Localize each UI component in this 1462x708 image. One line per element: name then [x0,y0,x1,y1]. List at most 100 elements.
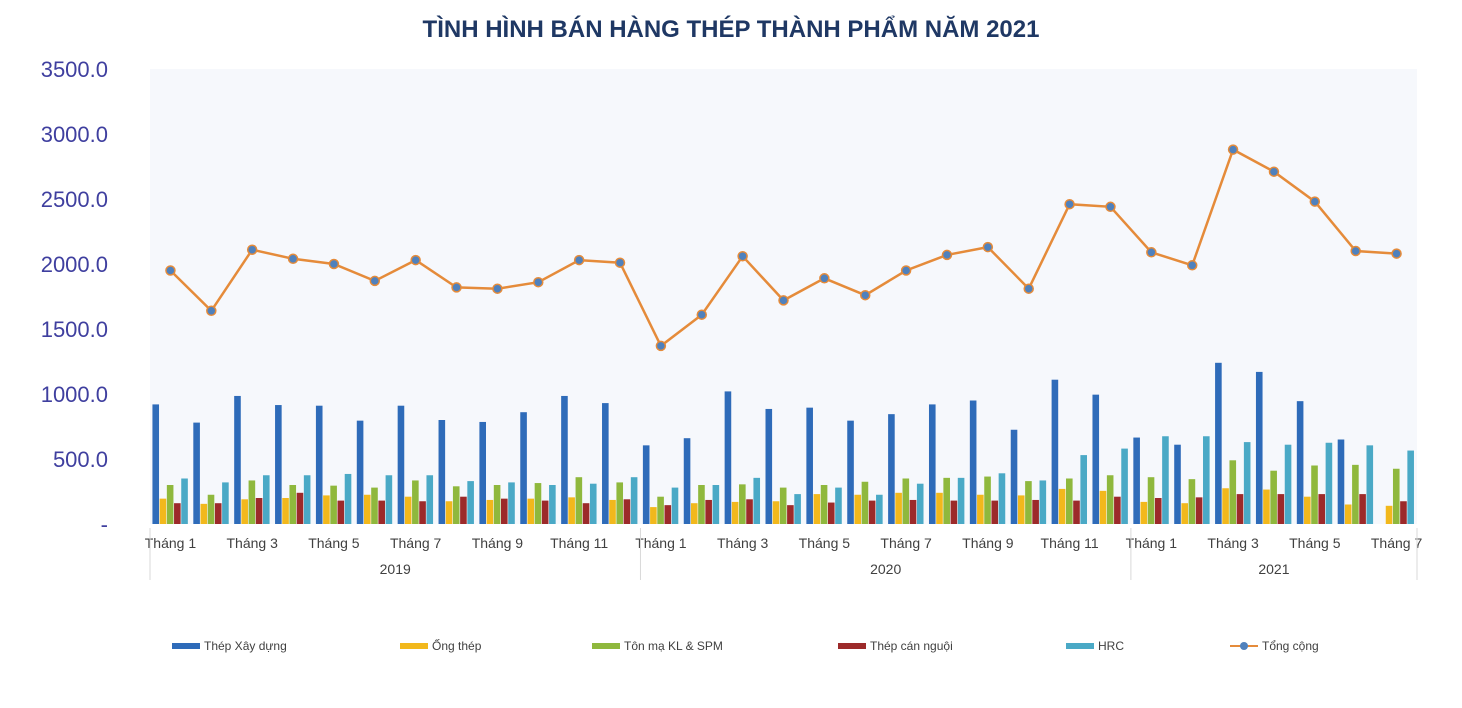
total-point [655,340,667,352]
total-point [206,305,217,317]
bar-3 [1229,460,1237,524]
legend-marker [1240,642,1248,650]
chart-title: TÌNH HÌNH BÁN HÀNG THÉP THÀNH PHẨM NĂM 2… [422,16,1040,43]
bar-2 [813,494,821,524]
legend-label: Thép cán nguội [870,639,953,653]
group-label: 2021 [1258,561,1289,577]
bar-4 [582,503,590,524]
bar-3 [779,487,787,524]
total-point [1146,247,1157,258]
x-tick-label: Tháng 7 [880,535,932,551]
bar-2 [486,499,494,524]
bar-5 [876,494,883,524]
bar-3 [820,485,828,524]
bar-5 [262,475,270,524]
bar-2 [772,501,780,524]
bar-2 [1222,488,1229,524]
bar-1 [234,395,241,524]
bar-1 [806,407,813,524]
bar-1 [642,445,650,524]
bar-3 [984,476,991,524]
bar-4 [214,503,222,524]
bar-5 [589,483,597,524]
y-tick-label: 1500.0 [41,317,108,342]
legend-swatch [1066,643,1094,649]
bar-1 [683,438,691,524]
y-tick-label: 2500.0 [41,187,108,212]
bar-3 [902,478,910,524]
bar-1 [1255,371,1263,524]
total-point [696,309,708,320]
bar-3 [861,481,869,524]
bar-1 [152,404,160,524]
total-point [1064,198,1075,210]
x-tick-label: Tháng 9 [962,535,1014,551]
bar-4 [460,496,467,524]
bar-2 [1304,496,1311,524]
total-point [165,265,176,276]
bar-1 [724,391,732,524]
x-tick-label: Tháng 5 [799,535,851,551]
bar-1 [1174,444,1181,524]
bar-3 [1147,477,1155,524]
bar-3 [1270,470,1277,524]
bar-3 [1066,478,1073,524]
bar-1 [1215,362,1222,524]
bar-1 [479,421,486,524]
bar-2 [1344,504,1352,524]
legend-label: Ống thép [432,639,482,653]
bar-3 [248,480,256,524]
bar-1 [315,405,323,524]
bar-4 [827,502,835,524]
bar-4 [1400,501,1407,524]
legend-swatch [1230,642,1258,650]
bar-4 [1318,494,1326,524]
total-point [1227,144,1239,155]
bar-1 [888,414,895,524]
bar-4 [419,501,426,524]
bar-5 [426,475,434,524]
bar-1 [1051,379,1059,524]
bar-1 [847,420,854,524]
legend-item: Ống thép [400,636,481,656]
bar-5 [712,485,720,524]
bar-5 [671,487,679,524]
bar-1 [928,404,936,524]
x-tick-label: Tháng 9 [472,535,524,551]
bar-1 [1296,401,1304,524]
bar-4 [337,500,345,524]
bar-5 [508,482,515,524]
bar-3 [1025,481,1032,524]
total-point [614,257,626,268]
bar-4 [501,498,508,524]
bar-1 [193,422,200,524]
bar-4 [296,492,304,524]
bar-4 [787,505,794,524]
y-tick-label: 3000.0 [41,122,108,147]
y-tick-label: 3500.0 [41,57,108,82]
bar-4 [1114,496,1121,524]
bar-5 [1325,442,1333,524]
bar-5 [303,475,311,524]
x-tick-label: Tháng 1 [635,535,687,551]
total-point [1350,245,1361,257]
bar-4 [1154,498,1162,524]
bar-4 [541,500,549,524]
legend-item: HRC [1066,636,1124,656]
bar-4 [746,499,753,524]
total-point [859,289,871,301]
total-point [900,265,912,276]
bar-5 [835,487,842,524]
total-point [982,241,994,253]
legend-label: Tôn mạ KL & SPM [624,639,723,653]
bar-5 [1121,448,1128,524]
bar-1 [1133,437,1140,524]
total-point [492,283,503,294]
x-tick-label: Tháng 11 [1041,535,1099,551]
bar-5 [630,477,638,524]
bar-4 [255,498,263,524]
legend-label: HRC [1098,639,1124,653]
bar-4 [1277,494,1285,524]
bar-4 [664,505,672,524]
